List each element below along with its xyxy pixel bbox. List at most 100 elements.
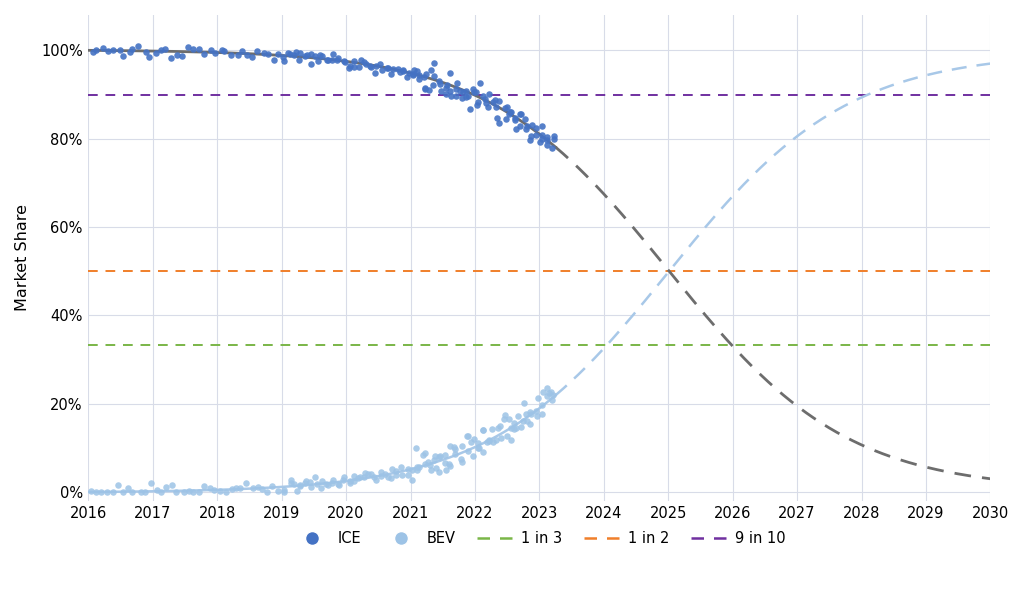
Point — [223, 50, 240, 60]
Point — [487, 435, 504, 445]
Point — [447, 91, 464, 100]
Point — [479, 437, 496, 446]
Point — [133, 487, 150, 497]
Point — [335, 476, 351, 485]
Point — [275, 56, 292, 66]
Point — [534, 121, 550, 130]
Point — [540, 140, 556, 150]
Point — [250, 482, 266, 492]
Point — [534, 400, 550, 410]
Point — [336, 58, 352, 67]
Point — [506, 424, 522, 433]
Point — [93, 487, 110, 497]
Point — [214, 45, 230, 55]
Point — [361, 62, 378, 71]
Point — [455, 94, 471, 103]
Point — [289, 487, 305, 496]
Point — [493, 422, 509, 431]
Point — [512, 109, 528, 119]
Point — [282, 49, 298, 58]
Point — [437, 89, 454, 98]
Point — [330, 479, 346, 488]
Point — [489, 423, 506, 433]
Point — [137, 487, 154, 497]
Point — [388, 467, 404, 476]
Point — [465, 451, 481, 461]
Point — [443, 91, 460, 100]
Point — [309, 479, 326, 488]
Point — [518, 124, 535, 133]
Point — [238, 478, 254, 487]
Point — [460, 91, 476, 101]
Point — [404, 475, 421, 485]
Point — [368, 476, 384, 485]
Point — [469, 438, 485, 448]
Point — [265, 55, 282, 64]
Point — [442, 68, 459, 77]
Point — [383, 473, 399, 482]
Point — [190, 487, 207, 497]
Point — [309, 56, 326, 66]
Point — [254, 484, 270, 494]
Point — [437, 451, 454, 460]
Point — [292, 49, 308, 58]
Point — [468, 87, 484, 97]
Point — [476, 94, 493, 104]
Point — [501, 415, 517, 424]
Point — [433, 86, 450, 96]
Point — [130, 41, 146, 50]
Point — [115, 51, 131, 61]
Point — [88, 487, 104, 497]
Point — [411, 74, 427, 84]
Point — [314, 476, 331, 485]
Point — [377, 469, 393, 478]
Point — [470, 98, 486, 107]
Point — [486, 95, 503, 104]
Point — [499, 114, 515, 124]
Point — [288, 47, 304, 57]
Point — [373, 467, 389, 477]
Point — [356, 469, 373, 478]
Point — [417, 449, 433, 458]
Point — [83, 486, 99, 496]
Point — [515, 398, 531, 408]
Point — [497, 104, 513, 113]
Point — [379, 64, 395, 73]
Point — [110, 480, 126, 490]
Point — [234, 47, 251, 56]
Point — [539, 383, 555, 392]
Point — [492, 97, 508, 106]
Point — [392, 67, 409, 77]
Point — [329, 56, 345, 65]
Point — [512, 109, 528, 119]
Point — [469, 443, 485, 452]
Point — [475, 447, 492, 457]
Point — [446, 444, 463, 454]
Point — [431, 467, 447, 476]
Point — [303, 49, 319, 58]
Point — [369, 61, 385, 71]
Point — [417, 83, 433, 93]
Point — [475, 91, 492, 101]
Point — [87, 46, 103, 55]
Point — [462, 104, 478, 113]
Point — [404, 466, 421, 475]
Point — [543, 387, 559, 397]
Point — [275, 485, 292, 494]
Point — [104, 46, 121, 55]
Point — [420, 457, 436, 467]
Point — [124, 44, 140, 53]
Point — [291, 55, 307, 64]
Point — [441, 86, 458, 96]
Point — [417, 85, 433, 94]
Point — [458, 86, 474, 95]
Point — [287, 479, 303, 489]
Point — [487, 102, 504, 112]
Point — [546, 131, 562, 141]
Point — [342, 476, 358, 485]
Point — [259, 49, 275, 59]
Point — [312, 50, 329, 60]
Point — [466, 434, 482, 444]
Point — [185, 44, 202, 54]
Point — [440, 459, 457, 469]
